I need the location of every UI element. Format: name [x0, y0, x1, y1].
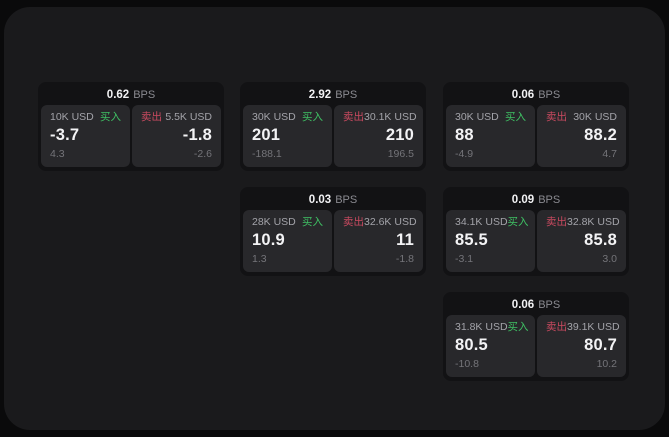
- bps-unit-label: BPS: [538, 298, 561, 311]
- buy-delta: 1.3: [252, 253, 267, 266]
- sell-amount: 32.6K USD: [364, 216, 417, 228]
- bps-unit-label: BPS: [538, 193, 561, 206]
- sell-panel[interactable]: 卖出 39.1K USD 80.7 10.2: [537, 315, 626, 377]
- sell-label: 卖出: [546, 216, 567, 228]
- buy-delta: -4.9: [455, 148, 474, 161]
- sell-price: 210: [385, 125, 414, 144]
- quote-panels: 31.8K USD 买入 80.5 -10.8 卖出 39.1K USD 80.…: [446, 315, 626, 377]
- sell-panel[interactable]: 卖出 32.8K USD 85.8 3.0: [537, 210, 626, 272]
- sell-price: 85.8: [584, 230, 617, 249]
- sell-price: 11: [396, 230, 414, 249]
- bps-header: 0.06 BPS: [446, 84, 626, 105]
- quote-panels: 28K USD 买入 10.9 1.3 卖出 32.6K USD 11 -1.8: [243, 210, 423, 272]
- buy-amount: 31.8K USD: [455, 321, 508, 333]
- sell-label: 卖出: [546, 111, 567, 123]
- buy-price: 85.5: [455, 230, 488, 249]
- buy-price: -3.7: [50, 125, 80, 144]
- bps-header: 2.92 BPS: [243, 84, 423, 105]
- bps-header: 0.62 BPS: [41, 84, 221, 105]
- sell-panel[interactable]: 卖出 5.5K USD -1.8 -2.6: [132, 105, 221, 167]
- bps-unit-label: BPS: [538, 88, 561, 101]
- sell-label: 卖出: [343, 216, 364, 228]
- sell-delta: 10.2: [596, 358, 617, 371]
- sell-panel[interactable]: 卖出 30K USD 88.2 4.7: [537, 105, 626, 167]
- buy-label: 买入: [505, 111, 526, 123]
- sell-amount: 30.1K USD: [364, 111, 417, 123]
- sell-label: 卖出: [141, 111, 162, 123]
- quote-panels: 30K USD 买入 88 -4.9 卖出 30K USD 88.2 4.7: [446, 105, 626, 167]
- sell-price: 80.7: [584, 335, 617, 354]
- buy-amount: 10K USD: [50, 111, 94, 123]
- buy-amount: 30K USD: [252, 111, 296, 123]
- buy-amount: 28K USD: [252, 216, 296, 228]
- sell-label: 卖出: [546, 321, 567, 333]
- buy-price: 80.5: [455, 335, 488, 354]
- quote-card: 0.62 BPS 10K USD 买入 -3.7 4.3 卖出 5.5K USD…: [38, 82, 224, 171]
- buy-price: 88: [455, 125, 474, 144]
- quote-card: 2.92 BPS 30K USD 买入 201 -188.1 卖出 30.1K …: [240, 82, 426, 171]
- sell-amount: 39.1K USD: [567, 321, 620, 333]
- sell-panel[interactable]: 卖出 32.6K USD 11 -1.8: [334, 210, 423, 272]
- bps-header: 0.03 BPS: [243, 189, 423, 210]
- buy-delta: -3.1: [455, 253, 474, 266]
- buy-panel[interactable]: 34.1K USD 买入 85.5 -3.1: [446, 210, 535, 272]
- buy-panel[interactable]: 10K USD 买入 -3.7 4.3: [41, 105, 130, 167]
- buy-label: 买入: [100, 111, 121, 123]
- sell-price: -1.8: [182, 125, 212, 144]
- sell-delta: 4.7: [602, 148, 617, 161]
- quote-card: 0.06 BPS 30K USD 买入 88 -4.9 卖出 30K USD 8…: [443, 82, 629, 171]
- app-window: 0.62 BPS 10K USD 买入 -3.7 4.3 卖出 5.5K USD…: [4, 7, 665, 430]
- sell-delta: -2.6: [193, 148, 212, 161]
- quote-card: 0.09 BPS 34.1K USD 买入 85.5 -3.1 卖出 32.8K…: [443, 187, 629, 276]
- sell-panel[interactable]: 卖出 30.1K USD 210 196.5: [334, 105, 423, 167]
- sell-price: 88.2: [584, 125, 617, 144]
- bps-value: 0.62: [106, 88, 130, 101]
- sell-amount: 30K USD: [573, 111, 617, 123]
- quote-panels: 34.1K USD 买入 85.5 -3.1 卖出 32.8K USD 85.8…: [446, 210, 626, 272]
- bps-header: 0.06 BPS: [446, 294, 626, 315]
- buy-delta: -10.8: [455, 358, 479, 371]
- quote-card: 0.03 BPS 28K USD 买入 10.9 1.3 卖出 32.6K US…: [240, 187, 426, 276]
- bps-value: 0.06: [511, 298, 535, 311]
- bps-header: 0.09 BPS: [446, 189, 626, 210]
- buy-panel[interactable]: 31.8K USD 买入 80.5 -10.8: [446, 315, 535, 377]
- buy-label: 买入: [302, 216, 323, 228]
- bps-unit-label: BPS: [335, 193, 358, 206]
- sell-delta: 196.5: [387, 148, 414, 161]
- buy-delta: -188.1: [252, 148, 282, 161]
- bps-value: 2.92: [308, 88, 332, 101]
- buy-label: 买入: [507, 216, 529, 228]
- sell-delta: -1.8: [395, 253, 414, 266]
- buy-panel[interactable]: 28K USD 买入 10.9 1.3: [243, 210, 332, 272]
- sell-amount: 5.5K USD: [165, 111, 212, 123]
- buy-panel[interactable]: 30K USD 买入 201 -188.1: [243, 105, 332, 167]
- sell-label: 卖出: [343, 111, 364, 123]
- buy-delta: 4.3: [50, 148, 65, 161]
- sell-delta: 3.0: [602, 253, 617, 266]
- sell-amount: 32.8K USD: [567, 216, 620, 228]
- buy-label: 买入: [302, 111, 323, 123]
- bps-unit-label: BPS: [335, 88, 358, 101]
- buy-label: 买入: [507, 321, 529, 333]
- bps-value: 0.03: [308, 193, 332, 206]
- buy-amount: 30K USD: [455, 111, 499, 123]
- buy-price: 10.9: [252, 230, 285, 249]
- buy-price: 201: [252, 125, 281, 144]
- buy-amount: 34.1K USD: [455, 216, 508, 228]
- quote-panels: 30K USD 买入 201 -188.1 卖出 30.1K USD 210 1…: [243, 105, 423, 167]
- buy-panel[interactable]: 30K USD 买入 88 -4.9: [446, 105, 535, 167]
- bps-value: 0.06: [511, 88, 535, 101]
- bps-unit-label: BPS: [133, 88, 156, 101]
- quote-panels: 10K USD 买入 -3.7 4.3 卖出 5.5K USD -1.8 -2.…: [41, 105, 221, 167]
- quote-card: 0.06 BPS 31.8K USD 买入 80.5 -10.8 卖出 39.1…: [443, 292, 629, 381]
- bps-value: 0.09: [511, 193, 535, 206]
